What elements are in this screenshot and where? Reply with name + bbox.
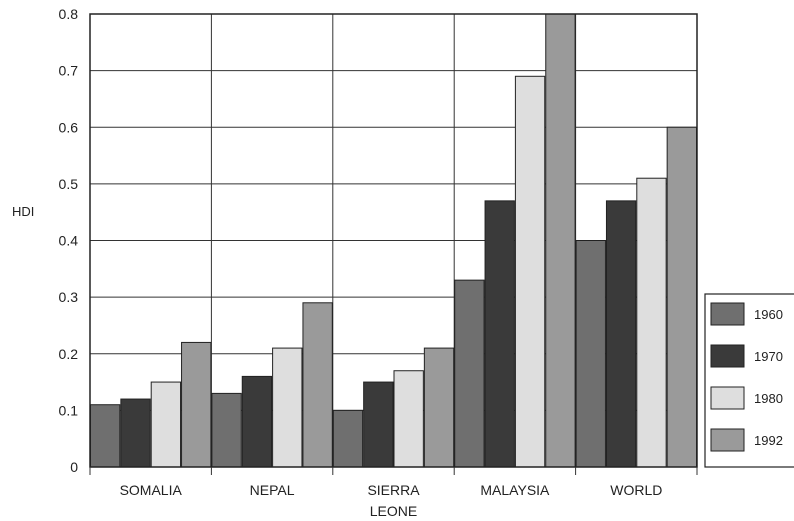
bar-1970 [484, 200, 515, 468]
plot-frame [89, 13, 698, 468]
bar-1992 [423, 347, 455, 468]
bar-1992 [545, 13, 576, 468]
x-tick-label: SOMALIA [120, 482, 183, 498]
bar-1960 [332, 409, 364, 468]
legend-label: 1970 [754, 349, 783, 364]
x-tick-label: MALAYSIA [480, 482, 550, 498]
y-tick-label: 0.8 [59, 6, 79, 22]
legend-label: 1992 [754, 433, 783, 448]
legend-swatch [710, 302, 745, 326]
legend-swatch [710, 428, 745, 452]
x-tick-label: WORLD [610, 482, 662, 498]
bar-1980 [393, 370, 424, 468]
legend-label: 1960 [754, 307, 783, 322]
bar-1970 [605, 200, 637, 468]
y-tick-label: 0.7 [59, 63, 79, 79]
y-tick-label: 0.1 [59, 402, 79, 418]
y-tick-label: 0 [70, 459, 78, 475]
y-tick-label: 0.6 [59, 119, 79, 135]
y-tick-label: 0.5 [59, 176, 79, 192]
bar-1980 [150, 381, 182, 468]
legend-swatch [710, 344, 745, 368]
bar-1992 [302, 302, 333, 468]
bar-1980 [272, 347, 303, 468]
y-tick-label: 0.3 [59, 289, 79, 305]
x-tick-label: SIERRA [367, 482, 420, 498]
legend-label: 1980 [754, 391, 783, 406]
x-tick-label: LEONE [370, 503, 417, 519]
bar-1960 [211, 392, 242, 468]
bar-1992 [181, 341, 212, 468]
y-tick-label: 0.2 [59, 346, 79, 362]
bar-1970 [363, 381, 394, 468]
bar-1960 [90, 404, 121, 468]
bar-1970 [241, 375, 273, 468]
x-tick-label: NEPAL [250, 482, 295, 498]
bar-1980 [514, 75, 546, 468]
y-tick-label: 0.4 [59, 233, 79, 249]
bar-1960 [575, 240, 606, 468]
legend-swatch [710, 386, 745, 410]
y-axis-label: HDI [12, 204, 34, 219]
bar-1960 [454, 279, 485, 468]
bar-1980 [636, 177, 667, 468]
bar-1992 [666, 126, 698, 468]
bar-1970 [120, 398, 151, 468]
